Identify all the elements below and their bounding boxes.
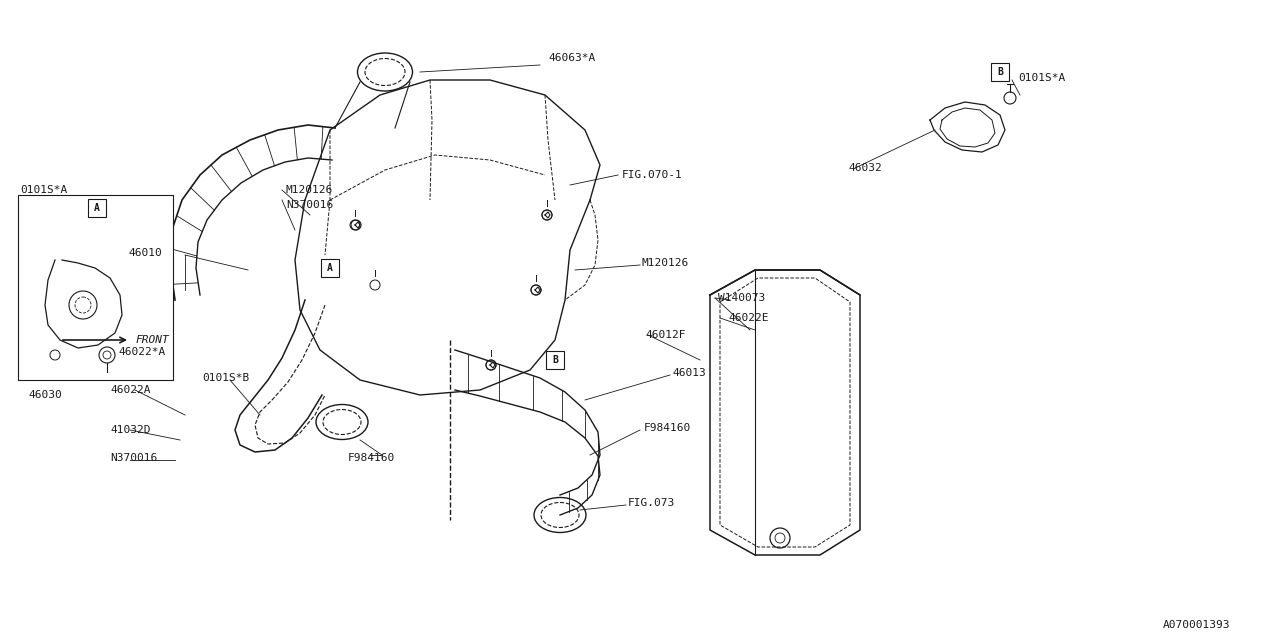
Text: M120126: M120126 [285, 185, 333, 195]
Text: A070001393: A070001393 [1162, 620, 1230, 630]
Bar [88, 199, 106, 217]
Text: N370016: N370016 [110, 453, 157, 463]
Text: 41032D: 41032D [110, 425, 151, 435]
Bar [991, 63, 1009, 81]
Text: 46022E: 46022E [728, 313, 768, 323]
Text: 46022*A: 46022*A [118, 347, 165, 357]
Text: B: B [997, 67, 1004, 77]
Text: W140073: W140073 [718, 293, 765, 303]
Bar [321, 259, 339, 277]
Bar [547, 351, 564, 369]
Text: 0101S*A: 0101S*A [1018, 73, 1065, 83]
Text: A: A [93, 203, 100, 213]
Text: 46013: 46013 [672, 368, 705, 378]
Text: FIG.070-1: FIG.070-1 [622, 170, 682, 180]
Text: A: A [328, 263, 333, 273]
Text: F984160: F984160 [644, 423, 691, 433]
Text: N370016: N370016 [285, 200, 333, 210]
Text: 46010: 46010 [128, 248, 161, 258]
Text: FRONT: FRONT [134, 335, 169, 345]
Text: 46022A: 46022A [110, 385, 151, 395]
Text: 46063*A: 46063*A [548, 53, 595, 63]
Bar [18, 195, 173, 380]
Text: 0101S*A: 0101S*A [20, 185, 68, 195]
Text: 0101S*B: 0101S*B [202, 373, 250, 383]
Text: 46012F: 46012F [645, 330, 686, 340]
Text: B: B [552, 355, 558, 365]
Text: 46030: 46030 [28, 390, 61, 400]
Text: M120126: M120126 [643, 258, 689, 268]
Text: FIG.073: FIG.073 [628, 498, 676, 508]
Text: 46032: 46032 [849, 163, 882, 173]
Text: F984160: F984160 [348, 453, 396, 463]
